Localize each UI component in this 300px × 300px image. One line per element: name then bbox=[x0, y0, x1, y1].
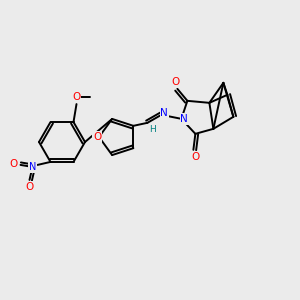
Text: O: O bbox=[26, 182, 34, 192]
Text: N: N bbox=[181, 114, 188, 124]
Text: O: O bbox=[72, 92, 81, 102]
Text: O: O bbox=[191, 152, 200, 162]
Text: N: N bbox=[160, 108, 168, 118]
Text: O: O bbox=[93, 132, 101, 142]
Text: N: N bbox=[29, 162, 36, 172]
Text: O: O bbox=[9, 159, 18, 169]
Text: O: O bbox=[171, 77, 179, 87]
Text: H: H bbox=[149, 125, 156, 134]
